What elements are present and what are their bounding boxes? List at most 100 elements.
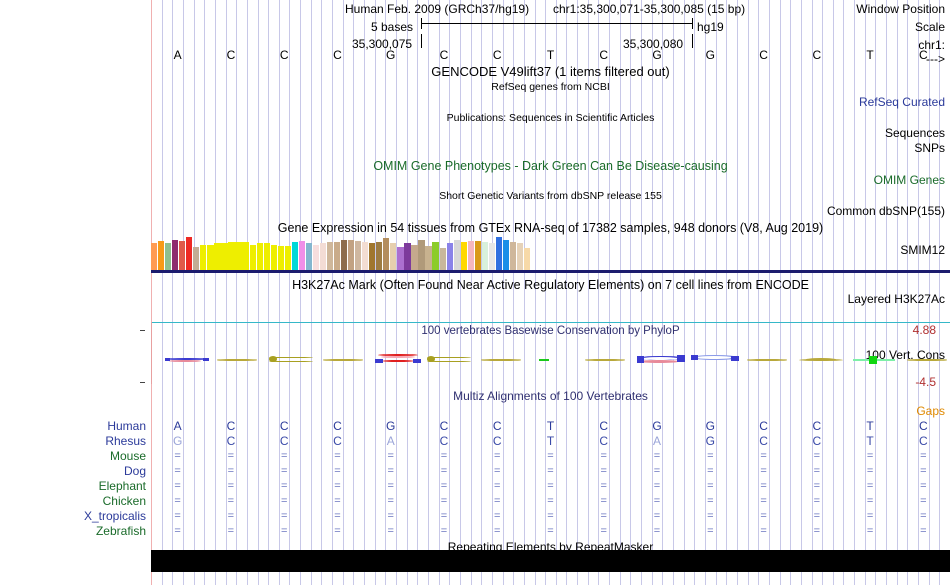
multiz-gap: = <box>760 450 767 462</box>
multiz-species-label[interactable]: Chicken <box>102 494 146 508</box>
gtex-expression-barchart[interactable] <box>151 233 950 270</box>
multiz-gap: = <box>707 465 714 477</box>
gtex-tissue-bar[interactable] <box>502 240 510 270</box>
gtex-tissue-bar[interactable] <box>355 241 362 270</box>
gtex-tissue-bar[interactable] <box>411 245 418 270</box>
multiz-gap: = <box>387 450 394 462</box>
multiz-species-label[interactable]: Mouse <box>109 449 146 463</box>
gtex-tissue-bar[interactable] <box>383 238 390 270</box>
gtex-tissue-bar[interactable] <box>362 242 369 270</box>
gtex-tissue-bar[interactable] <box>319 243 327 270</box>
multiz-gap: = <box>760 465 767 477</box>
gtex-tissue-bar[interactable] <box>523 248 531 270</box>
repeatmasker-feature[interactable] <box>151 550 950 572</box>
gtex-tissue-bar[interactable] <box>467 241 474 270</box>
gtex-tissue-bar[interactable] <box>397 247 404 270</box>
conservation-segment[interactable] <box>799 322 843 384</box>
gtex-tissue-bar[interactable] <box>151 243 158 270</box>
conservation-segment[interactable] <box>585 322 625 384</box>
conservation-segment[interactable] <box>165 322 209 384</box>
gtex-tissue-bar[interactable] <box>453 240 460 270</box>
conservation-segment[interactable] <box>323 322 363 384</box>
conservation-segment[interactable] <box>269 322 313 384</box>
gtex-tissue-bar[interactable] <box>348 240 355 270</box>
gtex-tissue-bar[interactable] <box>481 242 488 270</box>
gtex-tissue-bar[interactable] <box>333 242 341 270</box>
gtex-tissue-bar[interactable] <box>193 247 200 270</box>
row-label-common-dbsnp[interactable]: Common dbSNP(155) <box>826 204 945 218</box>
gtex-tissue-bar[interactable] <box>488 243 495 270</box>
gtex-tissue-bar[interactable] <box>369 243 376 270</box>
gtex-tissue-bar[interactable] <box>446 243 453 270</box>
row-label-snps[interactable]: SNPs <box>914 141 945 155</box>
conservation-segment[interactable] <box>539 322 549 384</box>
dbsnp-track-title: Short Genetic Variants from dbSNP releas… <box>439 190 662 202</box>
conservation-segment[interactable] <box>691 322 739 384</box>
gtex-tissue-bar[interactable] <box>228 242 235 270</box>
multiz-species-label[interactable]: Zebrafish <box>95 524 146 538</box>
gtex-tissue-bar[interactable] <box>474 241 481 270</box>
gtex-tissue-bar[interactable] <box>214 243 221 270</box>
gtex-tissue-bar[interactable] <box>270 245 277 270</box>
gtex-tissue-bar[interactable] <box>235 242 242 270</box>
gtex-tissue-bar[interactable] <box>432 242 439 270</box>
row-label-100-vert-cons[interactable]: 100 Vert. Cons <box>865 348 945 362</box>
gtex-tissue-bar[interactable] <box>418 240 425 270</box>
gtex-tissue-bar[interactable] <box>242 242 249 270</box>
gtex-tissue-bar[interactable] <box>509 242 517 270</box>
gtex-tissue-bar[interactable] <box>158 241 165 270</box>
gtex-tissue-bar[interactable] <box>460 242 467 270</box>
gtex-tissue-bar[interactable] <box>495 237 503 270</box>
gtex-tissue-bar[interactable] <box>376 242 383 270</box>
multiz-gap: = <box>547 465 554 477</box>
coord-right-label: 35,300,080 <box>623 37 684 51</box>
row-label-gaps[interactable]: Gaps <box>916 404 945 418</box>
gtex-tissue-bar[interactable] <box>291 242 298 270</box>
gtex-tissue-bar[interactable] <box>249 245 256 270</box>
multiz-species-label[interactable]: Elephant <box>98 479 146 493</box>
multiz-base: C <box>492 419 502 433</box>
gtex-tissue-bar[interactable] <box>298 241 305 270</box>
conservation-segment[interactable] <box>907 322 947 384</box>
row-label-omim-genes[interactable]: OMIM Genes <box>873 173 945 187</box>
gtex-tissue-bar[interactable] <box>263 243 270 270</box>
conservation-segment[interactable] <box>853 322 895 384</box>
multiz-species-label[interactable]: Human <box>107 419 146 433</box>
gtex-tissue-bar[interactable] <box>326 242 334 270</box>
conservation-plot[interactable] <box>151 322 950 384</box>
gtex-tissue-bar[interactable] <box>179 241 186 270</box>
multiz-gap: = <box>280 450 288 462</box>
gtex-tissue-bar[interactable] <box>312 245 320 270</box>
gtex-tissue-bar[interactable] <box>277 246 284 270</box>
gtex-tissue-bar[interactable] <box>165 243 172 270</box>
gtex-tissue-bar[interactable] <box>341 240 348 270</box>
row-label-sequences[interactable]: Sequences <box>884 126 945 140</box>
conservation-segment[interactable] <box>747 322 787 384</box>
conservation-segment[interactable] <box>375 322 421 384</box>
scale-bar <box>421 18 693 29</box>
gtex-tissue-bar[interactable] <box>404 243 411 270</box>
gtex-tissue-bar[interactable] <box>221 243 228 270</box>
conservation-segment[interactable] <box>637 322 685 384</box>
gtex-tissue-bar[interactable] <box>390 243 397 270</box>
row-label-smim12[interactable]: SMIM12 <box>900 243 945 257</box>
gtex-tissue-bar[interactable] <box>172 240 179 270</box>
gtex-tissue-bar[interactable] <box>284 246 291 270</box>
gtex-tissue-bar[interactable] <box>516 243 524 270</box>
multiz-species-label[interactable]: Dog <box>123 464 146 478</box>
conservation-segment[interactable] <box>427 322 471 384</box>
row-label-layered-h3k27ac[interactable]: Layered H3K27Ac <box>847 292 945 306</box>
multiz-species-label[interactable]: X_tropicalis <box>83 509 146 523</box>
gtex-tissue-bar[interactable] <box>200 245 207 270</box>
conservation-segment[interactable] <box>481 322 521 384</box>
multiz-species-label[interactable]: Rhesus <box>105 434 146 448</box>
gtex-tissue-bar[interactable] <box>439 248 446 270</box>
conservation-segment[interactable] <box>217 322 257 384</box>
row-label-refseq-curated[interactable]: RefSeq Curated <box>858 95 945 109</box>
gtex-tissue-bar[interactable] <box>305 243 313 270</box>
gtex-tissue-bar[interactable] <box>425 246 432 270</box>
gtex-tissue-bar[interactable] <box>186 237 193 270</box>
gtex-tissue-bar[interactable] <box>207 245 214 270</box>
multiz-gap: = <box>547 450 554 462</box>
gtex-tissue-bar[interactable] <box>256 243 263 270</box>
